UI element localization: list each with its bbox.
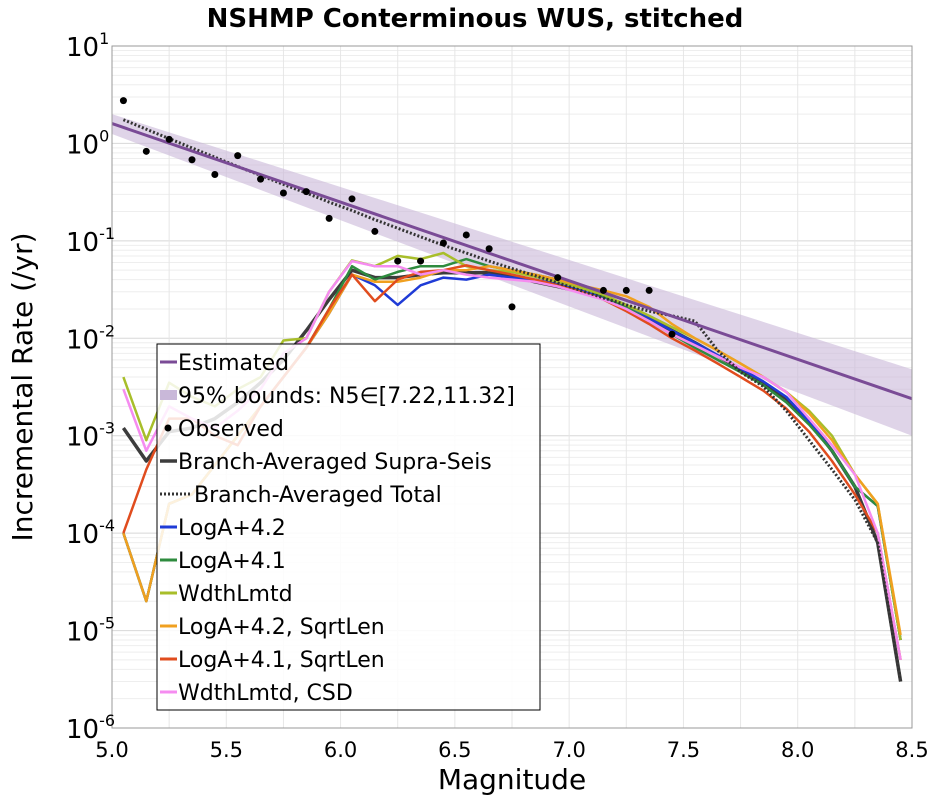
observed-point	[325, 214, 333, 222]
observed-point	[668, 330, 676, 338]
observed-point	[279, 189, 287, 197]
legend-marker	[160, 390, 177, 400]
y-tick-label: 10-4	[66, 516, 115, 550]
observed-point	[302, 188, 310, 196]
x-axis-ticks: 5.0 5.5 6.0 6.5 7.0 7.5 8.0 8.5	[95, 738, 928, 762]
legend-label: Estimated	[178, 351, 289, 376]
observed-point	[165, 135, 173, 143]
y-tick-label: 101	[66, 29, 109, 63]
observed-point	[462, 231, 470, 239]
y-axis-label: Incremental Rate (/yr)	[6, 232, 39, 541]
x-tick-label: 6.5	[438, 738, 471, 762]
x-tick-label: 5.5	[210, 738, 243, 762]
y-tick-label: 10-6	[66, 711, 115, 745]
observed-point	[554, 274, 562, 282]
x-tick-label: 6.0	[324, 738, 357, 762]
legend-marker	[164, 424, 172, 432]
legend-label: 95% bounds: N5∈[7.22,11.32]	[178, 384, 515, 409]
observed-point	[508, 303, 516, 311]
legend-label: LogA+4.2, SqrtLen	[178, 615, 385, 640]
legend: Estimated 95% bounds: N5∈[7.22,11.32] Obse…	[156, 343, 541, 711]
y-tick-label: 100	[66, 126, 109, 160]
y-tick-label: 10-3	[66, 419, 115, 453]
series-line-estimated	[112, 122, 912, 401]
x-tick-label: 8.5	[895, 738, 928, 762]
observed-point	[439, 239, 447, 247]
legend-label: Branch-Averaged Supra-Seis	[178, 450, 492, 475]
observed-point	[211, 170, 219, 178]
observed-point	[119, 97, 127, 105]
observed-point	[348, 195, 356, 203]
x-tick-label: 7.0	[552, 738, 585, 762]
observed-point	[645, 286, 653, 294]
x-tick-label: 7.5	[667, 738, 700, 762]
y-tick-label: 10-2	[66, 321, 115, 355]
legend-label: LogA+4.2	[178, 516, 286, 541]
chart-title: NSHMP Conterminous WUS, stitched	[207, 4, 744, 34]
observed-point	[599, 286, 607, 294]
observed-point	[188, 156, 196, 164]
x-tick-label: 5.0	[95, 738, 128, 762]
y-axis-ticks: 101 100 10-1 10-2 10-3 10-4 10-5 10-6	[66, 29, 115, 745]
observed-point	[142, 147, 150, 155]
observed-point	[234, 152, 242, 160]
x-axis-label: Magnitude	[438, 763, 586, 796]
y-tick-label: 10-1	[66, 224, 115, 258]
plot-frame	[111, 45, 913, 729]
series-line-branch-averaged-total	[122, 118, 903, 682]
observed-point	[622, 286, 630, 294]
observed-point	[394, 257, 402, 265]
legend-label: LogA+4.1	[178, 549, 286, 574]
legend-box	[156, 343, 541, 711]
observed-point	[257, 175, 265, 183]
legend-label: LogA+4.1, SqrtLen	[178, 648, 385, 673]
legend-label: WdthLmtd	[178, 582, 293, 607]
legend-label: Branch-Averaged Total	[194, 483, 442, 508]
legend-label: Observed	[178, 417, 284, 442]
legend-label: WdthLmtd, CSD	[178, 681, 353, 706]
observed-point	[417, 257, 425, 265]
observed-point	[371, 227, 379, 235]
observed-point	[485, 245, 493, 253]
x-tick-label: 8.0	[781, 738, 814, 762]
y-tick-label: 10-5	[66, 614, 115, 648]
